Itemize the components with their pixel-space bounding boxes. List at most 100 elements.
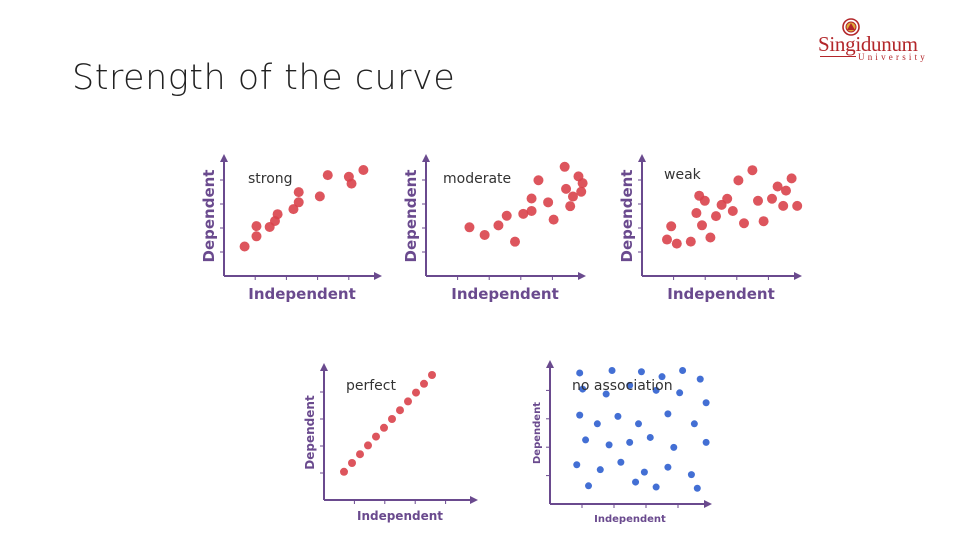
- data-point: [348, 459, 356, 467]
- data-point: [251, 221, 262, 232]
- data-point: [412, 388, 420, 397]
- data-point: [690, 420, 698, 428]
- data-point: [251, 231, 262, 242]
- crest-icon: [842, 18, 860, 36]
- plot-label-perfect: perfect: [346, 378, 396, 394]
- data-point: [711, 211, 721, 222]
- data-point: [696, 375, 704, 383]
- data-point: [364, 441, 372, 450]
- data-point: [358, 165, 369, 175]
- data-point: [671, 238, 682, 249]
- logo-subtitle: University: [858, 52, 928, 62]
- data-point: [573, 461, 581, 469]
- y-axis-title: Dependent: [618, 170, 636, 263]
- x-axis-arrow: [578, 272, 586, 280]
- data-point: [685, 236, 696, 247]
- university-logo: Singidunum University: [816, 18, 936, 64]
- plot-label-strong: strong: [248, 171, 293, 187]
- data-point: [626, 438, 634, 446]
- x-axis-title: Independent: [248, 285, 356, 303]
- x-axis-title: Independent: [451, 285, 559, 303]
- data-point: [727, 206, 738, 216]
- data-point: [582, 436, 590, 444]
- data-point: [646, 433, 654, 441]
- data-point: [501, 210, 512, 221]
- data-point: [753, 195, 763, 206]
- data-point: [372, 432, 380, 441]
- data-point: [576, 411, 584, 419]
- data-point: [561, 183, 572, 194]
- data-point: [602, 390, 610, 398]
- data-point: [428, 371, 436, 379]
- data-point: [593, 420, 601, 428]
- data-point: [767, 193, 777, 204]
- x-axis-title: Independent: [667, 285, 775, 303]
- data-point: [758, 216, 769, 227]
- plot-label-moderate: moderate: [443, 171, 512, 187]
- data-point: [676, 389, 684, 397]
- data-point: [526, 193, 537, 204]
- data-point: [739, 218, 749, 229]
- data-point: [567, 191, 578, 202]
- data-point: [533, 175, 544, 186]
- data-point: [722, 193, 733, 204]
- data-point: [640, 468, 648, 476]
- data-point: [346, 178, 357, 189]
- data-point: [396, 406, 404, 415]
- y-axis-title: Dependent: [200, 170, 218, 263]
- x-axis-title: Independent: [594, 514, 666, 525]
- data-point: [778, 200, 789, 211]
- data-point: [662, 234, 672, 245]
- y-axis-arrow: [546, 360, 554, 368]
- data-point: [548, 214, 559, 225]
- data-point: [293, 187, 304, 198]
- data-point: [666, 221, 677, 232]
- data-point: [632, 478, 640, 486]
- y-axis-title: Dependent: [532, 402, 543, 464]
- data-point: [565, 201, 576, 212]
- data-point: [239, 241, 250, 252]
- data-point: [626, 381, 634, 389]
- y-axis-title: Dependent: [303, 395, 317, 470]
- data-point: [579, 385, 587, 393]
- data-point: [314, 191, 325, 202]
- data-point: [786, 173, 797, 184]
- data-point: [510, 236, 520, 247]
- x-axis-arrow: [374, 272, 382, 280]
- data-point: [322, 170, 333, 181]
- y-axis-arrow: [320, 363, 328, 371]
- data-point: [697, 220, 707, 231]
- slide-title: Strength of the curve: [72, 58, 456, 98]
- data-point: [596, 466, 604, 474]
- data-point: [792, 200, 803, 211]
- y-axis-arrow: [220, 154, 228, 162]
- data-point: [608, 366, 616, 374]
- data-point: [652, 386, 660, 394]
- data-point: [543, 197, 554, 208]
- data-point: [585, 482, 593, 490]
- x-axis-title: Independent: [357, 509, 443, 523]
- data-point: [617, 458, 625, 466]
- data-point: [658, 373, 666, 381]
- data-point: [559, 161, 570, 172]
- x-axis-arrow: [470, 496, 478, 504]
- data-point: [699, 195, 710, 206]
- data-point: [702, 399, 710, 407]
- data-point: [733, 175, 744, 186]
- data-point: [635, 420, 642, 428]
- x-axis-arrow: [794, 272, 802, 280]
- data-point: [464, 222, 475, 233]
- data-point: [693, 484, 701, 492]
- data-point: [691, 208, 702, 219]
- data-point: [288, 204, 299, 215]
- data-point: [380, 423, 388, 432]
- data-point: [614, 412, 622, 420]
- data-point: [272, 209, 283, 220]
- data-point: [576, 369, 584, 377]
- data-point: [526, 205, 537, 216]
